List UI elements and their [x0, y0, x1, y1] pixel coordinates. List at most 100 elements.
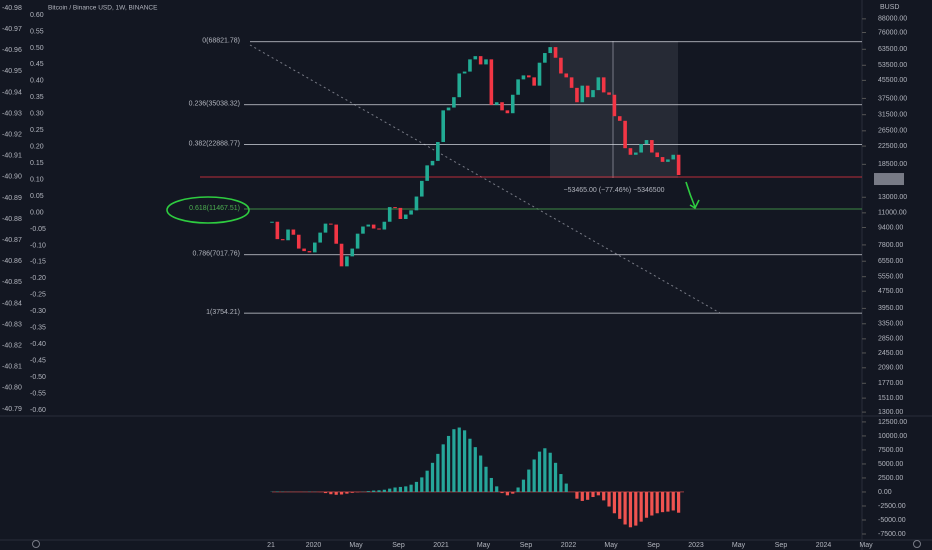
y-tick-label: 26500.00: [878, 128, 907, 135]
hist-bar: [580, 491, 584, 501]
fib-label: 0(68821.78): [202, 38, 240, 45]
hist-bar: [414, 481, 419, 492]
y-tick-label: 22500.00: [878, 143, 907, 150]
candle: [617, 116, 622, 121]
candle: [634, 152, 638, 155]
hist-bar: [553, 462, 558, 492]
y-tick-label: 2090.00: [878, 365, 903, 372]
candle: [478, 56, 483, 65]
y-tick-label: 7500.00: [878, 447, 903, 454]
gear-icon[interactable]: [913, 540, 921, 548]
y-tick-label: 88000.00: [878, 16, 907, 23]
candle: [323, 223, 328, 233]
left-outer-label: -40.91: [2, 153, 22, 160]
candle: [398, 207, 403, 219]
hist-bar: [559, 474, 563, 492]
time-label: May: [477, 542, 491, 549]
left-inner-label: -0.45: [30, 357, 46, 364]
candle: [339, 243, 344, 267]
candle: [489, 59, 494, 105]
hist-bar: [666, 491, 670, 512]
time-label: May: [349, 542, 363, 549]
candle: [446, 107, 451, 111]
hist-bar: [420, 477, 424, 492]
hist-bar: [339, 491, 344, 495]
price-tag: [874, 173, 904, 186]
candle: [612, 94, 617, 117]
left-outer-label: -40.96: [2, 47, 22, 54]
candle: [296, 234, 301, 249]
hist-bar: [575, 491, 579, 499]
y-tick-label: 11000.00: [878, 210, 907, 217]
candle: [425, 165, 429, 181]
time-label: Sep: [775, 542, 788, 549]
y-tick-label: 5550.00: [878, 274, 903, 281]
hist-bar: [463, 430, 467, 492]
candle: [505, 110, 510, 114]
candle: [409, 210, 413, 215]
hist-bar: [671, 491, 675, 511]
candle: [436, 142, 440, 161]
drawing-layer: -40.98 -40.97 -40.96 -40.95 -40.94 -40.93 -40.…: [2, 5, 907, 549]
left-outer-label: -40.90: [2, 174, 22, 181]
hist-bar: [650, 491, 654, 516]
hist-bar: [586, 491, 590, 500]
y-tick-label: 0.00: [878, 489, 892, 496]
left-inner-label: -0.50: [30, 374, 46, 381]
hist-bar: [479, 455, 483, 492]
left-inner-label: -0.35: [30, 325, 46, 332]
hist-bar: [532, 459, 536, 492]
time-label: May: [732, 542, 746, 549]
hist-bar: [345, 491, 349, 494]
candle: [484, 59, 488, 65]
candle: [414, 196, 419, 211]
hist-bar: [618, 491, 622, 519]
y-tick-label: 37500.00: [878, 95, 907, 102]
candle: [510, 94, 515, 114]
candle: [660, 157, 665, 162]
hist-bar: [377, 490, 381, 492]
measure-label: −53465.00 (−77.46%) −5346500: [563, 187, 664, 194]
trend-line: [249, 44, 721, 314]
candle: [286, 229, 290, 241]
left-inner-label: -0.25: [30, 292, 46, 299]
hist-bar: [425, 470, 429, 492]
hist-bar: [521, 479, 526, 492]
candle: [420, 180, 424, 197]
candle: [275, 221, 280, 240]
settings-icon[interactable]: [32, 540, 40, 548]
candle: [387, 207, 392, 222]
chart-title[interactable]: Bitcoin / Binance USD, 1W, BINANCE: [48, 5, 158, 12]
hist-bar: [489, 477, 493, 492]
hist-bar: [404, 486, 408, 492]
left-inner-label: 0.10: [30, 176, 44, 183]
candle: [575, 87, 579, 103]
annotation-ellipse: [166, 196, 250, 224]
candle: [441, 110, 445, 143]
hist-bar: [596, 491, 600, 496]
hist-bar: [495, 486, 499, 492]
hist-bar: [430, 462, 435, 492]
hist-bar: [409, 484, 413, 492]
y-tick-label: 4750.00: [878, 288, 903, 295]
left-outer-label: -40.83: [2, 321, 22, 328]
left-outer-label: -40.88: [2, 216, 22, 223]
time-label: 2021: [433, 542, 449, 549]
candle: [623, 120, 627, 149]
left-outer-label: -40.87: [2, 237, 22, 244]
hist-bar: [607, 491, 611, 507]
hist-bar: [511, 491, 515, 494]
hist-bar: [623, 491, 627, 525]
time-label: 21: [267, 542, 275, 549]
hist-bar: [446, 435, 451, 492]
left-inner-label: 0.60: [30, 12, 44, 19]
candle: [639, 144, 643, 153]
time-label: Sep: [647, 542, 660, 549]
left-inner-label: 0.00: [30, 209, 44, 216]
candle: [280, 239, 285, 241]
fib-label: 0.236(35038.32): [189, 101, 240, 108]
left-outer-label: -40.81: [2, 364, 22, 371]
fib-label: 0.382(22888.77): [189, 140, 240, 147]
hist-bar: [457, 427, 461, 492]
